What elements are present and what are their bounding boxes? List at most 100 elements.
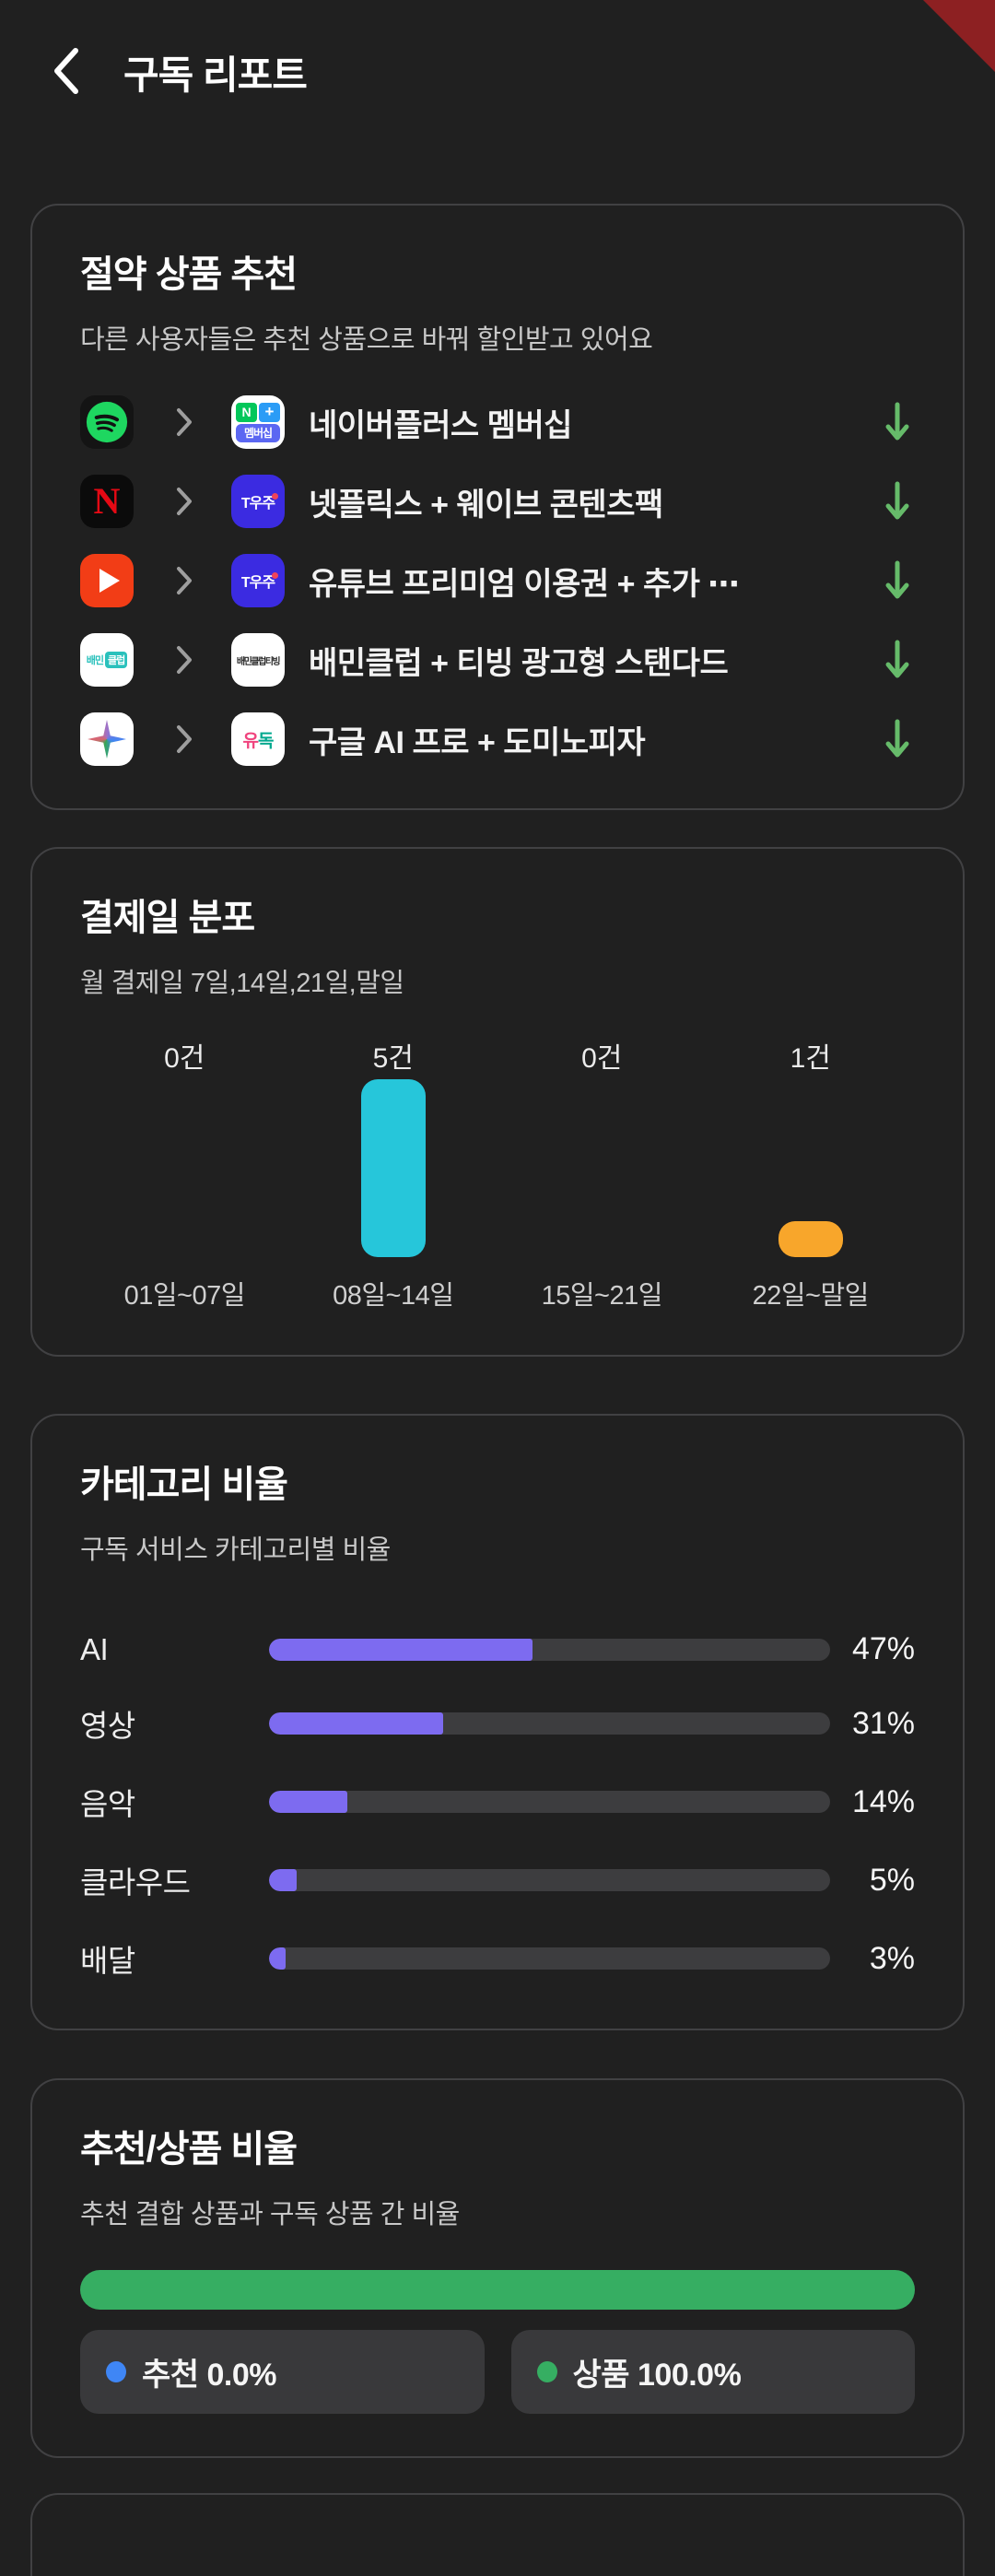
spotify-icon — [80, 395, 134, 449]
category-percent: 14% — [851, 1783, 915, 1819]
recommend-product-ratio-card: 추천/상품 비율 추천 결합 상품과 구독 상품 간 비율 추천 0.0% 상품… — [30, 2078, 965, 2458]
category-percent: 5% — [869, 1862, 915, 1898]
chart-column: 0건 15일~21일 — [498, 1035, 707, 1312]
naver-n-badge: N — [236, 402, 257, 422]
t-universe-icon: T우주 — [231, 554, 285, 607]
chart-column: 5건 08일~14일 — [289, 1035, 498, 1312]
category-row: 음악 14% — [80, 1780, 915, 1824]
recommendation-row[interactable]: 유독 구글 AI 프로 + 도미노피자 — [80, 712, 915, 766]
legend-chip-recommend: 추천 0.0% — [80, 2330, 485, 2414]
chart-column: 1건 22일~말일 — [707, 1035, 916, 1312]
ratio-bar — [80, 2270, 915, 2310]
progress-fill — [269, 1947, 287, 1970]
chevron-right-icon — [174, 723, 194, 755]
bar — [360, 1079, 426, 1257]
t-universe-icon: T우주 — [231, 475, 285, 528]
bar — [778, 1221, 843, 1257]
card-title: 결제일 분포 — [80, 898, 255, 938]
naver-membership-badge: 멤버십 — [236, 423, 280, 442]
header: 구독 리포트 — [0, 0, 995, 100]
card-subtitle: 월 결제일 7일,14일,21일,말일 — [80, 969, 404, 998]
progress-fill — [269, 1638, 533, 1661]
legend-label: 상품 100.0% — [572, 2358, 742, 2393]
yudok-icon: 유독 — [231, 712, 285, 766]
recommendation-label: 넷플릭스 + 웨이브 콘텐츠팩 — [309, 487, 663, 523]
recommendation-row[interactable]: N + 멤버십 네이버플러스 멤버십 — [80, 395, 915, 449]
chevron-right-icon — [174, 486, 194, 517]
card-subtitle: 구독 서비스 카테고리별 비율 — [80, 1535, 391, 1565]
chevron-right-icon — [174, 565, 194, 596]
category-percent: 3% — [869, 1940, 915, 1976]
category-row: 배달 3% — [80, 1936, 915, 1981]
chevron-left-icon — [51, 46, 82, 99]
card-title: 절약 상품 추천 — [80, 254, 298, 295]
recommendation-row[interactable]: N T우주 넷플릭스 + 웨이브 콘텐츠팩 — [80, 475, 915, 528]
progress-track — [269, 1712, 830, 1735]
down-arrow-icon — [884, 639, 911, 681]
progress-fill — [269, 1869, 298, 1891]
progress-fill — [269, 1712, 443, 1735]
baemin-club-icon: 배민 클럽 — [80, 633, 134, 687]
naver-plus-membership-icon: N + 멤버십 — [231, 395, 285, 449]
x-axis-label: 22일~말일 — [752, 1281, 870, 1311]
t-universe-dot — [272, 493, 278, 500]
bar-value-label: 0건 — [164, 1043, 205, 1074]
partner-logo-icon: 배민클럽티빙 — [231, 633, 285, 687]
recommendation-label: 네이버플러스 멤버십 — [309, 407, 572, 443]
ratio-segment-product — [80, 2270, 915, 2310]
chevron-right-icon — [174, 406, 194, 438]
bar-value-label: 1건 — [790, 1043, 831, 1074]
recommendation-label: 유튜브 프리미엄 이용권 + 추가 ⋯ — [309, 566, 739, 602]
page-title: 구독 리포트 — [123, 53, 308, 97]
progress-track — [269, 1869, 830, 1891]
debug-banner-corner — [923, 0, 995, 72]
down-arrow-icon — [884, 718, 911, 760]
legend-chip-product: 상품 100.0% — [510, 2330, 915, 2414]
category-ratio-card: 카테고리 비율 구독 서비스 카테고리별 비율 AI 47% 영상 31% 음악… — [30, 1414, 965, 2030]
green-dot-icon — [536, 2361, 557, 2382]
card-subtitle: 추천 결합 상품과 구독 상품 간 비율 — [80, 2200, 460, 2229]
x-axis-label: 01일~07일 — [123, 1281, 246, 1311]
category-row: AI 47% — [80, 1631, 915, 1667]
x-axis-label: 08일~14일 — [333, 1281, 454, 1311]
recommendation-row[interactable]: 배민 클럽 배민클럽티빙 배민클럽 + 티빙 광고형 스탠다드 — [80, 633, 915, 687]
down-arrow-icon — [884, 480, 911, 523]
recommendation-row[interactable]: T우주 유튜브 프리미엄 이용권 + 추가 ⋯ — [80, 554, 915, 607]
card-subtitle: 다른 사용자들은 추천 상품으로 바꿔 할인받고 있어요 — [80, 325, 653, 355]
category-percent: 47% — [851, 1631, 915, 1666]
progress-fill — [269, 1791, 348, 1813]
category-label: AI — [80, 1631, 109, 1666]
card-title: 카테고리 비율 — [80, 1464, 288, 1505]
back-button[interactable] — [48, 47, 85, 99]
chevron-right-icon — [174, 644, 194, 676]
t-universe-dot — [272, 572, 278, 579]
category-row: 영상 31% — [80, 1701, 915, 1746]
chart-column: 0건 01일~07일 — [80, 1035, 289, 1312]
category-label: 배달 — [80, 1944, 135, 1978]
category-label: 영상 — [80, 1709, 135, 1743]
progress-track — [269, 1638, 830, 1661]
card-title: 추천/상품 비율 — [80, 2129, 298, 2170]
progress-track — [269, 1947, 830, 1970]
next-card-partial — [30, 2493, 965, 2576]
naver-plus-badge: + — [259, 402, 280, 422]
progress-track — [269, 1791, 830, 1813]
youtube-icon — [80, 554, 134, 607]
down-arrow-icon — [884, 401, 911, 443]
bar-value-label: 0건 — [581, 1043, 623, 1074]
payment-day-distribution-card: 결제일 분포 월 결제일 7일,14일,21일,말일 0건 01일~07일 5건… — [30, 847, 965, 1357]
down-arrow-icon — [884, 559, 911, 602]
recommendation-label: 구글 AI 프로 + 도미노피자 — [309, 724, 646, 760]
blue-dot-icon — [106, 2361, 126, 2382]
ratio-legend: 추천 0.0% 상품 100.0% — [80, 2330, 915, 2414]
savings-recommendation-card: 절약 상품 추천 다른 사용자들은 추천 상품으로 바꿔 할인받고 있어요 N … — [30, 204, 965, 810]
category-row: 클라우드 5% — [80, 1858, 915, 1902]
category-label: 음악 — [80, 1787, 135, 1821]
x-axis-label: 15일~21일 — [541, 1281, 663, 1311]
category-percent: 31% — [851, 1705, 915, 1741]
gemini-icon — [80, 712, 134, 766]
legend-label: 추천 0.0% — [142, 2358, 277, 2393]
netflix-icon: N — [80, 475, 134, 528]
payment-bar-chart: 0건 01일~07일 5건 08일~14일 0건 15일~21일 1건 22일~… — [80, 1035, 915, 1312]
recommendation-label: 배민클럽 + 티빙 광고형 스탠다드 — [309, 645, 729, 681]
